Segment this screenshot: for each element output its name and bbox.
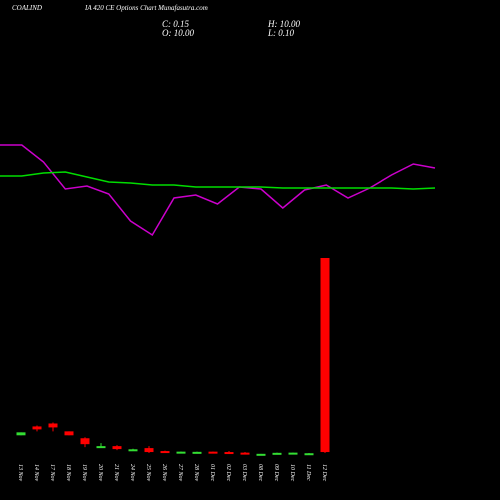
candle-body bbox=[96, 446, 106, 449]
x-tick-label: 27 Nov bbox=[177, 464, 183, 482]
x-tick-label: 17 Nov bbox=[49, 464, 55, 482]
x-tick-label: 18 Nov bbox=[65, 464, 71, 482]
candle-body bbox=[160, 451, 170, 454]
candle-body bbox=[192, 451, 202, 454]
chart-title: COALIND bbox=[12, 4, 42, 12]
x-tick-label: 11 Dec bbox=[305, 464, 311, 481]
x-tick-label: 26 Nov bbox=[161, 464, 167, 482]
candle-body bbox=[112, 446, 122, 450]
candle-body bbox=[144, 448, 154, 453]
candle-body bbox=[128, 449, 138, 452]
candle-body bbox=[16, 432, 26, 436]
candle-body bbox=[48, 423, 58, 428]
x-tick-label: 25 Nov bbox=[145, 464, 151, 482]
candle-body bbox=[240, 452, 250, 455]
candle-body bbox=[32, 426, 42, 430]
x-tick-label: 10 Dec bbox=[289, 464, 295, 481]
x-tick-label: 20 Nov bbox=[97, 464, 103, 482]
x-tick-label: 19 Nov bbox=[81, 464, 87, 482]
x-tick-label: 14 Nov bbox=[33, 464, 40, 482]
low-label: L: 0.10 bbox=[267, 28, 295, 38]
line-series bbox=[0, 144, 436, 237]
x-tick-label: 03 Dec bbox=[241, 464, 247, 481]
x-tick-label: 24 Nov bbox=[129, 464, 136, 482]
candle-body bbox=[304, 453, 314, 456]
candle-body bbox=[176, 451, 186, 454]
chart-subtitle: IA 420 CE Options Chart Munafasutra.com bbox=[84, 4, 208, 12]
x-tick-label: 12 Dec bbox=[321, 464, 327, 481]
x-tick-label: 01 Dec bbox=[209, 464, 215, 481]
line-series bbox=[0, 171, 436, 190]
candle-body bbox=[224, 452, 234, 455]
x-tick-label: 02 Dec bbox=[225, 464, 231, 481]
candle-body bbox=[288, 452, 298, 455]
x-tick-label: 09 Dec bbox=[273, 464, 279, 481]
candle-body bbox=[64, 431, 74, 436]
x-tick-label: 28 Nov bbox=[193, 464, 199, 482]
candle-body bbox=[256, 453, 266, 456]
candle-body bbox=[272, 452, 282, 455]
high-label: H: 10.00 bbox=[267, 19, 300, 29]
candle-body bbox=[320, 258, 330, 453]
x-tick-label: 08 Dec bbox=[257, 464, 263, 481]
open-label: O: 10.00 bbox=[162, 28, 194, 38]
candle-body bbox=[80, 438, 90, 445]
x-tick-label: 21 Nov bbox=[113, 464, 119, 482]
x-tick-label: 13 Nov bbox=[17, 464, 23, 482]
close-label: C: 0.15 bbox=[162, 19, 190, 29]
candle-body bbox=[208, 451, 218, 454]
